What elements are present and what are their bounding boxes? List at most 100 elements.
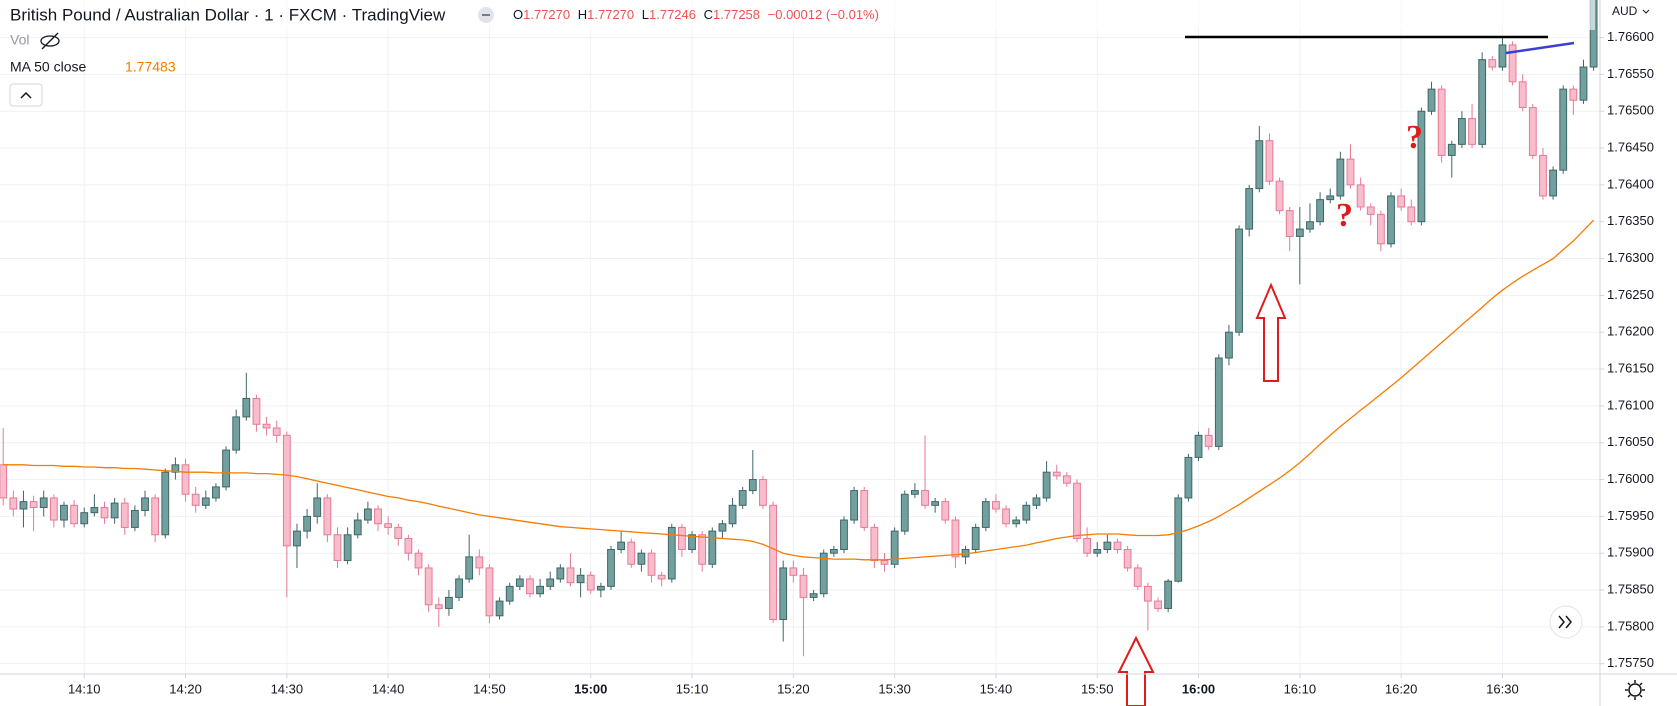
- candle-body: [1356, 184, 1365, 208]
- candle-body: [445, 596, 453, 609]
- candle-body: [911, 490, 919, 495]
- candle-body: [394, 526, 403, 539]
- gear-icon: [1628, 683, 1642, 697]
- arrow-annotation: [1117, 635, 1155, 706]
- candle-body: [1508, 44, 1517, 83]
- ma-legend-name[interactable]: MA 50 close: [10, 59, 86, 75]
- question-mark: ?: [1336, 197, 1353, 234]
- candle-body: [485, 567, 494, 617]
- x-tick-label: 16:30: [1486, 681, 1519, 696]
- x-tick-label: 16:00: [1182, 681, 1215, 696]
- candle-body: [799, 574, 808, 598]
- candle-body: [1468, 118, 1476, 145]
- eye-slash: [41, 32, 59, 50]
- candle-body: [404, 537, 413, 554]
- hidden-icon[interactable]: [40, 32, 60, 50]
- ma-legend-value: 1.77483: [125, 59, 176, 75]
- candle-body: [1336, 158, 1345, 197]
- moving-average-line: [3, 219, 1595, 561]
- collapse-button[interactable]: [9, 83, 43, 107]
- candle-body: [971, 526, 980, 551]
- y-tick-label: 1.76000: [1607, 471, 1654, 486]
- y-tick-label: 1.76350: [1607, 213, 1654, 228]
- currency-label[interactable]: AUD: [1612, 4, 1638, 18]
- candle-body: [343, 534, 352, 562]
- x-tick-label: 14:30: [271, 681, 304, 696]
- candle-body: [698, 534, 707, 565]
- y-tick-label: 1.76050: [1607, 434, 1654, 449]
- candle-body: [890, 530, 899, 565]
- ohlc-label: H: [578, 7, 587, 22]
- candle-body: [1194, 434, 1203, 458]
- y-tick-label: 1.75850: [1607, 581, 1654, 596]
- settings-button[interactable]: [1625, 680, 1645, 700]
- candle-body: [1265, 140, 1274, 182]
- candle-body: [1528, 107, 1537, 156]
- y-tick-label: 1.76450: [1607, 139, 1654, 154]
- candle-body: [303, 515, 312, 532]
- candle-body: [840, 519, 848, 551]
- candle-body: [880, 560, 889, 565]
- candle-body: [505, 585, 514, 602]
- candle-body: [1569, 88, 1578, 101]
- ohlc-value: 1.77270: [587, 7, 634, 22]
- x-tick-label: 15:20: [777, 681, 810, 696]
- price-axis: 1.75750 1.75800 1.75850 1.75900 1.75950 1.760…: [1600, 29, 1654, 670]
- y-tick-label: 1.75900: [1607, 545, 1654, 560]
- candle-body: [100, 507, 109, 519]
- candle-body: [1559, 88, 1568, 171]
- symbol-title[interactable]: British Pound / Australian Dollar · 1 · …: [10, 5, 446, 24]
- ohlc-label: C: [704, 7, 713, 22]
- y-tick-label: 1.75950: [1607, 508, 1654, 523]
- candle-body: [60, 504, 68, 521]
- ohlc-value: 1.77246: [649, 7, 696, 22]
- x-tick-label: 14:40: [372, 681, 405, 696]
- volume-label[interactable]: Vol: [10, 32, 29, 48]
- candle-body: [1539, 154, 1547, 197]
- candle-body: [1123, 549, 1132, 569]
- candle-body: [313, 497, 322, 517]
- candle-body: [424, 567, 433, 606]
- candle-body: [688, 534, 696, 551]
- candle-body: [1184, 456, 1193, 499]
- ohlc-label: L: [642, 7, 649, 22]
- candle-body: [728, 504, 737, 525]
- question-mark: ?: [1406, 119, 1423, 156]
- x-tick-label: 16:10: [1284, 681, 1317, 696]
- candle-body: [647, 552, 656, 576]
- scroll-right-icon: [1558, 615, 1572, 629]
- candle-body: [1407, 206, 1416, 223]
- candle-body: [637, 552, 646, 565]
- candle-body: [1214, 357, 1223, 447]
- candle-body: [1285, 210, 1294, 237]
- candle-body: [1579, 66, 1588, 101]
- x-tick-label: 14:20: [169, 681, 202, 696]
- candle-body: [526, 578, 534, 595]
- candle-body: [130, 509, 139, 528]
- candle-body: [1245, 188, 1254, 230]
- candle-body: [1366, 206, 1375, 215]
- candle-body: [1295, 228, 1304, 237]
- eye-icon: [40, 35, 60, 47]
- candle-body: [1083, 537, 1092, 554]
- y-tick-label: 1.75750: [1607, 655, 1654, 670]
- y-tick-label: 1.76600: [1607, 29, 1654, 44]
- ohlc-value: 1.77258: [713, 7, 760, 22]
- candle-body: [748, 479, 757, 492]
- y-tick-label: 1.76200: [1607, 324, 1654, 339]
- plot-area: [0, 0, 1598, 657]
- candle-body: [1376, 213, 1385, 245]
- candle-body: [992, 501, 1000, 510]
- candle-body: [212, 486, 220, 499]
- candle-body: [252, 398, 261, 425]
- candle-body: [465, 556, 474, 580]
- candle-body: [151, 497, 160, 536]
- candle-body: [759, 479, 767, 506]
- candle-body: [1154, 600, 1162, 609]
- scroll-right-button[interactable]: [1549, 605, 1583, 639]
- candle-body: [789, 567, 798, 576]
- currency-chevron[interactable]: [1642, 9, 1650, 14]
- candle-body: [769, 504, 777, 620]
- y-tick-label: 1.76300: [1607, 250, 1654, 265]
